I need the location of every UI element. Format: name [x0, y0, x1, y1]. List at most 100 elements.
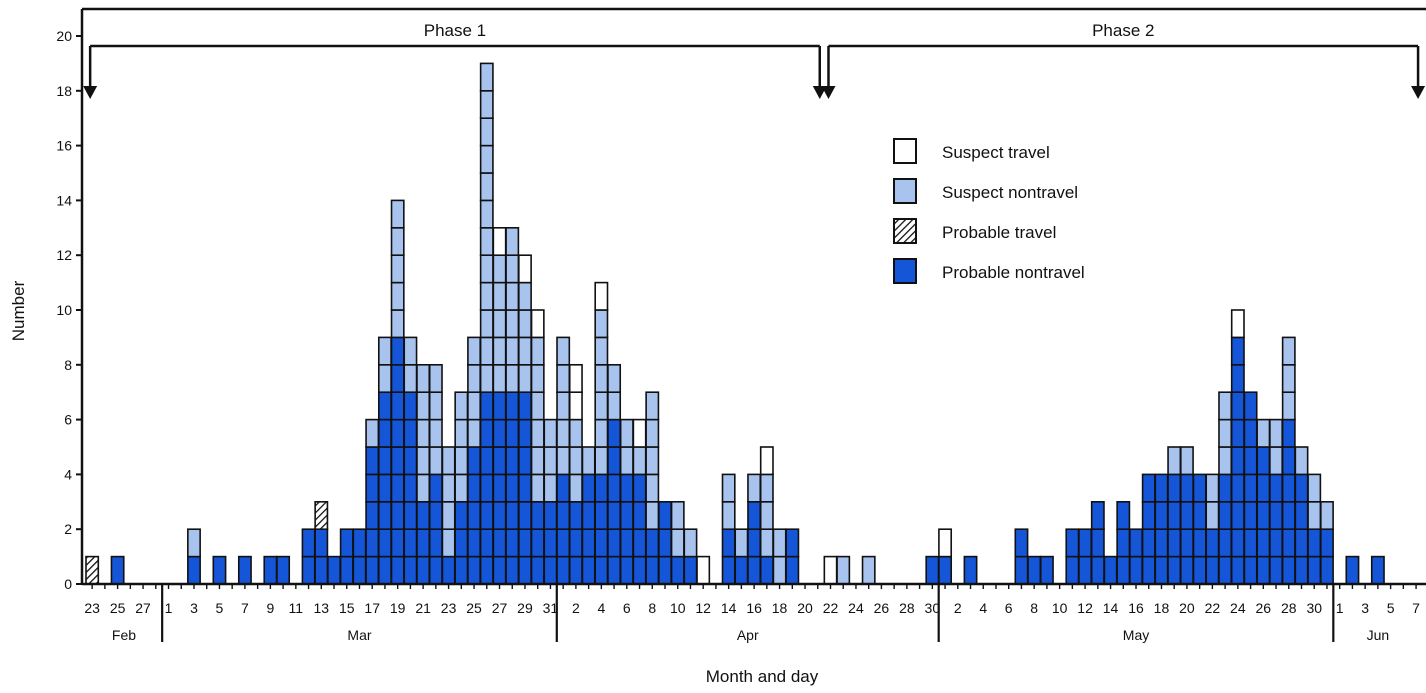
bar-segment-probable-nontravel [1281, 555, 1296, 585]
bar-segment-suspect-nontravel [607, 391, 622, 421]
bar-segment-suspect-nontravel [861, 555, 876, 585]
bar-segment-probable-nontravel [1345, 555, 1360, 585]
bar-segment-probable-nontravel [314, 555, 329, 585]
bar-segment-suspect-nontravel [492, 363, 507, 393]
bar-segment-suspect-nontravel [390, 227, 405, 257]
bar-segment-suspect-nontravel [645, 500, 660, 530]
bar-segment-probable-nontravel [505, 391, 520, 421]
bar-segment-suspect-nontravel [556, 418, 571, 448]
bar-segment-probable-nontravel [1205, 555, 1220, 585]
bar-segment-suspect-nontravel [505, 281, 520, 311]
bar-segment-probable-nontravel [632, 473, 647, 503]
bar-segment-probable-nontravel [492, 418, 507, 448]
bar-segment-probable-nontravel [1294, 555, 1309, 585]
x-tick-label: 2 [954, 600, 962, 616]
bar-segment-probable-nontravel [607, 528, 622, 558]
x-tick-label: 20 [797, 600, 813, 616]
bar-segment-probable-nontravel [1154, 528, 1169, 558]
x-axis: 23 25 27 1 3 5 7 9 11 13 15 17 19 21 23 25 27 29 31 2 4 6 8 10 1… [82, 582, 1426, 643]
bar-segment-probable-nontravel [1078, 555, 1093, 585]
x-tick-label: 12 [695, 600, 711, 616]
bar-segment-suspect-nontravel [416, 391, 431, 421]
bar-segment-suspect-nontravel [530, 391, 545, 421]
y-tick-label: 12 [56, 247, 72, 263]
bar-segment-probable-nontravel [1179, 528, 1194, 558]
bar-segment-suspect-travel [696, 555, 711, 585]
bar-segment-probable-nontravel [683, 555, 698, 585]
bar-segment-probable-nontravel [1179, 555, 1194, 585]
x-tick-label: 7 [241, 600, 249, 616]
bar-segment-suspect-nontravel [390, 309, 405, 339]
bar-segment-probable-nontravel [925, 555, 940, 585]
bar-segment-probable-nontravel [1243, 391, 1258, 421]
bar-segment-probable-nontravel [759, 555, 774, 585]
y-tick-label: 16 [56, 138, 72, 154]
legend-label: Suspect nontravel [942, 183, 1078, 202]
bar-segment-suspect-nontravel [492, 254, 507, 284]
bar-segment-probable-nontravel [479, 418, 494, 448]
bar-segment-probable-nontravel [581, 528, 596, 558]
bar-segment-suspect-nontravel [1179, 446, 1194, 476]
x-tick-label: 6 [623, 600, 631, 616]
bar-segment-suspect-nontravel [759, 500, 774, 530]
bar-segment-probable-nontravel [1269, 528, 1283, 558]
bar-segment-probable-nontravel [441, 555, 456, 585]
x-tick-label: 8 [648, 600, 656, 616]
x-tick-label: 25 [110, 600, 126, 616]
bar-segment-suspect-nontravel [734, 528, 749, 558]
bar-segment-probable-nontravel [492, 528, 507, 558]
bar-segment-probable-nontravel [377, 528, 392, 558]
bar-segment-probable-nontravel [428, 555, 443, 585]
bar-segment-probable-nontravel [492, 500, 507, 530]
y-axis: 0 2 4 6 8 10 12 14 16 18 20 [56, 28, 82, 592]
bar-segment-suspect-nontravel [836, 555, 851, 585]
bar-segment-suspect-nontravel [1294, 446, 1309, 476]
bar-segment-suspect-nontravel [479, 117, 494, 147]
bar-segment-probable-nontravel [403, 418, 418, 448]
bar-segment-probable-nontravel [467, 446, 481, 476]
bar-segment-probable-nontravel [377, 500, 392, 530]
bar-segment-suspect-nontravel [416, 473, 431, 503]
bar-segment-probable-nontravel [607, 418, 622, 448]
bar-segment-probable-nontravel [632, 528, 647, 558]
bar-segment-probable-nontravel [619, 528, 634, 558]
bar-segment-suspect-nontravel [1218, 446, 1233, 476]
bar-segment-probable-nontravel [530, 555, 545, 585]
bar-segment-probable-nontravel [454, 500, 469, 530]
bar-segment-probable-nontravel [352, 555, 367, 585]
bar-segment-suspect-nontravel [365, 418, 380, 448]
bar-segment-probable-nontravel [505, 528, 520, 558]
bar-segment-probable-nontravel [492, 555, 507, 585]
bar-segment-probable-nontravel [428, 473, 443, 503]
bar-segment-suspect-nontravel [1320, 500, 1334, 530]
bar-segment-probable-nontravel [1218, 528, 1233, 558]
bar-segment-suspect-nontravel [441, 473, 456, 503]
bar-segment-suspect-nontravel [645, 391, 660, 421]
bar-segment-probable-nontravel [721, 528, 736, 558]
bar-segment-probable-nontravel [658, 528, 672, 558]
bar-segment-suspect-nontravel [467, 391, 481, 421]
bar-segment-probable-nontravel [1269, 473, 1283, 503]
x-tick-label: 6 [1005, 600, 1013, 616]
bar-segment-probable-nontravel [1116, 555, 1131, 585]
bar-segment-suspect-nontravel [772, 528, 787, 558]
bar-segment-probable-nontravel [1167, 555, 1182, 585]
x-tick-label: 27 [135, 600, 151, 616]
bar-segment-probable-nontravel [365, 446, 380, 476]
bar-segment-suspect-nontravel [492, 281, 507, 311]
bar-segment-probable-nontravel [1141, 528, 1156, 558]
x-tick-label: 17 [364, 600, 380, 616]
bar-segment-suspect-nontravel [607, 363, 622, 393]
bar-segment-probable-nontravel [1243, 473, 1258, 503]
bar-segment-suspect-nontravel [428, 418, 443, 448]
bar-segment-probable-nontravel [1294, 528, 1309, 558]
month-label: Jun [1367, 627, 1390, 643]
bar-segment-suspect-nontravel [518, 281, 532, 311]
bar-segment-probable-nontravel [1129, 528, 1143, 558]
x-tick-label: 16 [1128, 600, 1144, 616]
bar-segment-suspect-nontravel [683, 528, 698, 558]
x-tick-label: 14 [1103, 600, 1119, 616]
bar-segment-probable-nontravel [1243, 446, 1258, 476]
bar-segment-suspect-nontravel [479, 227, 494, 257]
